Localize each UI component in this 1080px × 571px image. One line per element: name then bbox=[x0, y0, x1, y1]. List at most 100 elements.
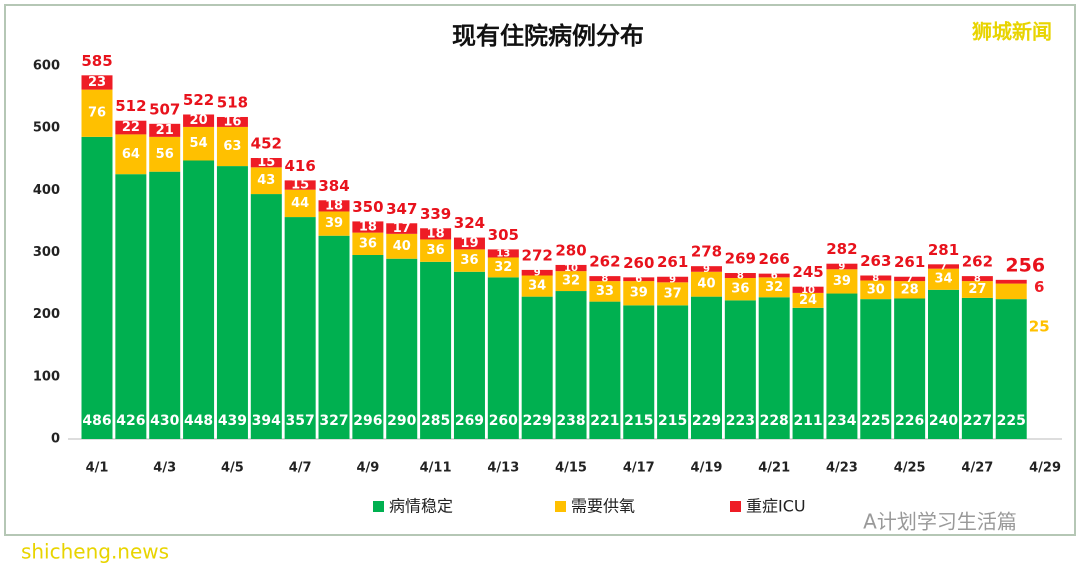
x-tick-label: 4/9 bbox=[356, 461, 379, 476]
segment-label: 229 bbox=[523, 413, 552, 429]
bar-segment bbox=[216, 126, 248, 167]
segment-label: 18 bbox=[325, 198, 343, 213]
segment-label: 36 bbox=[731, 282, 749, 297]
legend-swatch bbox=[555, 501, 566, 512]
bar-segment bbox=[894, 276, 926, 282]
total-label: 256 bbox=[1005, 254, 1045, 276]
bar-segment bbox=[860, 280, 892, 300]
bar-segment bbox=[521, 269, 553, 276]
segment-label: 34 bbox=[934, 272, 952, 287]
segment-label: 296 bbox=[353, 413, 382, 429]
bar-segment bbox=[352, 232, 384, 255]
segment-label: 33 bbox=[596, 284, 614, 299]
bar-segment bbox=[894, 281, 926, 299]
segment-label: 25 bbox=[1029, 318, 1050, 336]
segment-label: 27 bbox=[968, 282, 986, 297]
total-label: 266 bbox=[759, 250, 790, 268]
bar-segment bbox=[894, 298, 926, 439]
segment-label: 21 bbox=[156, 123, 174, 138]
segment-label: 6 bbox=[771, 271, 778, 282]
bar-segment bbox=[657, 276, 689, 283]
bar-segment bbox=[149, 136, 181, 172]
y-tick-label: 600 bbox=[33, 59, 60, 74]
segment-label: 17 bbox=[393, 221, 411, 236]
x-tick-label: 4/7 bbox=[289, 461, 312, 476]
bar-segment bbox=[115, 134, 147, 175]
total-label: 282 bbox=[826, 240, 857, 258]
x-tick-label: 4/19 bbox=[691, 461, 723, 476]
segment-label: 76 bbox=[88, 106, 106, 121]
segment-label: 10 bbox=[564, 263, 578, 274]
bar-segment bbox=[826, 293, 858, 439]
bar-segment bbox=[623, 305, 655, 439]
legend-label: 病情稳定 bbox=[389, 497, 453, 516]
bar-segment bbox=[487, 277, 519, 439]
x-tick-label: 4/1 bbox=[86, 461, 109, 476]
segment-label: 290 bbox=[387, 413, 416, 429]
bar-segment bbox=[555, 271, 587, 292]
bar-segment bbox=[826, 263, 858, 270]
segment-label: 285 bbox=[421, 413, 450, 429]
x-tick-label: 4/5 bbox=[221, 461, 244, 476]
segment-label: 8 bbox=[974, 274, 981, 285]
total-label: 384 bbox=[318, 177, 349, 195]
bar-segment bbox=[589, 276, 621, 282]
bar-segment bbox=[216, 166, 248, 440]
bar-segment bbox=[521, 296, 553, 439]
segment-label: 6 bbox=[635, 274, 642, 285]
legend-label: 需要供氧 bbox=[571, 497, 635, 516]
total-label: 263 bbox=[860, 252, 891, 270]
bar-segment bbox=[724, 277, 756, 301]
bar-segment bbox=[284, 189, 316, 218]
segment-label: 226 bbox=[895, 413, 924, 429]
bar-segment bbox=[318, 211, 350, 236]
bar-segment bbox=[386, 233, 418, 259]
bar-segment bbox=[724, 300, 756, 439]
segment-label: 430 bbox=[150, 413, 179, 429]
bar-segment bbox=[758, 273, 790, 278]
bar-segment bbox=[81, 89, 113, 137]
bar-segment bbox=[250, 194, 282, 439]
segment-label: 8 bbox=[601, 274, 608, 285]
bar-segment bbox=[453, 271, 485, 439]
segment-label: 10 bbox=[801, 285, 815, 296]
segment-label: 16 bbox=[223, 114, 241, 129]
bar-segment bbox=[792, 307, 824, 439]
segment-label: 30 bbox=[867, 282, 885, 297]
segment-label: 215 bbox=[658, 413, 687, 429]
legend-swatch bbox=[730, 501, 741, 512]
segment-label: 56 bbox=[156, 147, 174, 162]
bar-segment bbox=[860, 299, 892, 439]
bar-segment bbox=[183, 160, 215, 439]
total-label: 260 bbox=[623, 254, 654, 272]
total-label: 416 bbox=[285, 157, 316, 175]
watermark: A计划学习生活篇 bbox=[863, 510, 1017, 534]
bar-segment bbox=[284, 180, 316, 190]
segment-label: 22 bbox=[122, 120, 140, 135]
segment-label: 34 bbox=[528, 279, 546, 294]
x-tick-label: 4/11 bbox=[420, 461, 452, 476]
bar-segment bbox=[352, 254, 384, 439]
segment-label: 63 bbox=[223, 139, 241, 154]
segment-label: 439 bbox=[218, 413, 247, 429]
segment-label: 211 bbox=[793, 413, 822, 429]
bar-segment bbox=[149, 171, 181, 439]
segment-label: 39 bbox=[833, 274, 851, 289]
y-tick-label: 100 bbox=[33, 369, 60, 384]
segment-label: 36 bbox=[359, 236, 377, 251]
bar-segment bbox=[420, 228, 452, 240]
total-label: 261 bbox=[894, 253, 925, 271]
total-label: 339 bbox=[420, 205, 451, 223]
bar-segment bbox=[928, 264, 959, 269]
total-label: 347 bbox=[386, 200, 417, 218]
bar-segment bbox=[758, 277, 790, 298]
chart-title: 现有住院病例分布 bbox=[452, 22, 644, 50]
segment-label: 9 bbox=[669, 275, 676, 286]
bar-segment bbox=[589, 281, 621, 302]
bar-segment bbox=[487, 257, 519, 278]
segment-label: 225 bbox=[997, 413, 1026, 429]
segment-label: 6 bbox=[1034, 278, 1044, 296]
segment-label: 23 bbox=[88, 75, 106, 90]
bar-segment bbox=[453, 249, 485, 272]
